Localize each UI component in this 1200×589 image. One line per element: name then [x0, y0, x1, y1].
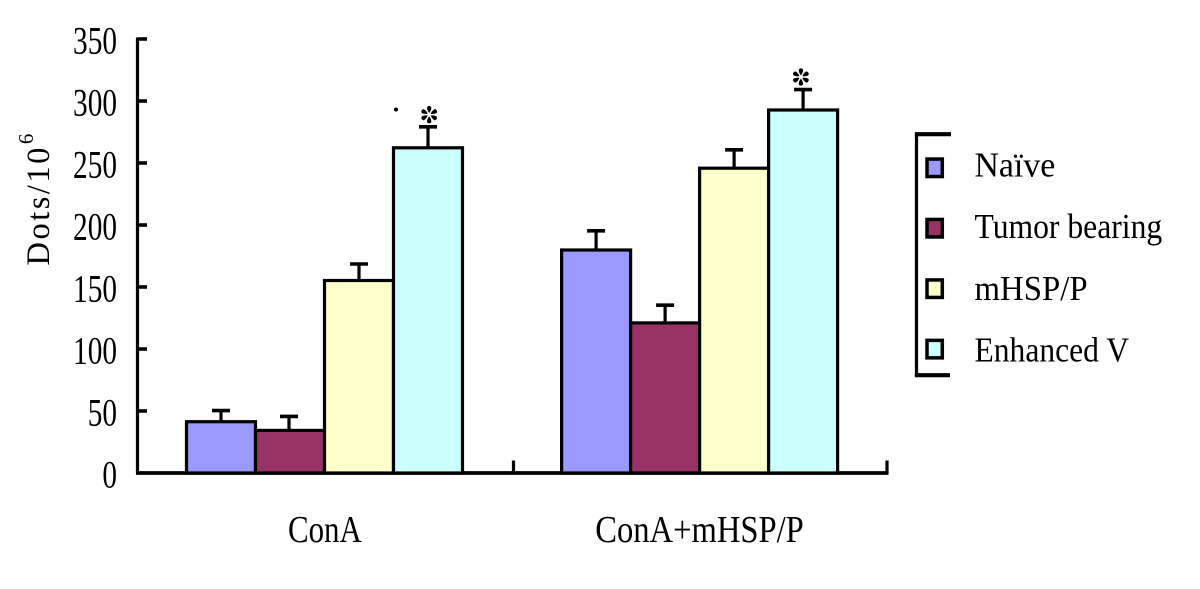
svg-text:0: 0 — [102, 452, 117, 496]
svg-text:Naïve: Naïve — [975, 146, 1056, 184]
svg-text:mHSP/P: mHSP/P — [975, 270, 1088, 308]
svg-text:50: 50 — [88, 390, 117, 434]
svg-text:350: 350 — [73, 18, 117, 62]
svg-text:Enhanced V: Enhanced V — [975, 331, 1130, 370]
svg-text:Dots/106: Dots/106 — [14, 134, 57, 266]
svg-text:250: 250 — [73, 142, 117, 186]
svg-text:300: 300 — [73, 80, 117, 124]
svg-text:100: 100 — [73, 328, 117, 372]
svg-text:ConA+mHSP/P: ConA+mHSP/P — [595, 509, 804, 551]
svg-text:ConA: ConA — [288, 509, 362, 551]
svg-text:150: 150 — [73, 266, 117, 310]
svg-text:Tumor bearing: Tumor bearing — [975, 208, 1163, 247]
svg-text:200: 200 — [73, 204, 117, 248]
